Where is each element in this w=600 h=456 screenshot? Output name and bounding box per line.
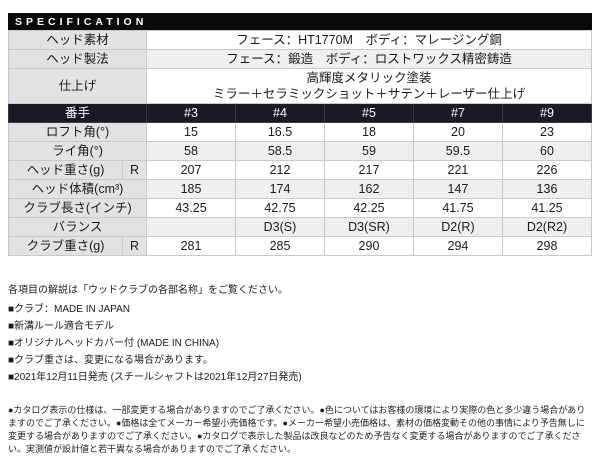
data-cell: 294 [412,236,503,256]
data-cell: 226 [501,160,593,180]
note-release-date: ■2021年12月11日発売 (スチールシャフトは2021年12月27日発売) [8,372,302,383]
finish-line-2: ミラー＋セラミックショット＋サテン＋レーザー仕上げ [212,87,526,101]
spec-row-construction: ヘッド製法 フェース：鍛造 ボディ：ロストワックス精密鋳造 [7,49,592,69]
club-number-cell: #7 [412,103,503,123]
data-cell: 59.5 [412,141,503,161]
note-headcover: ■オリジナルヘッドカバー付 (MADE IN CHINA) [8,338,220,349]
spec-row-finish: 仕上げ 高輝度メタリック塗装 ミラー＋セラミックショット＋サテン＋レーザー仕上げ [7,68,592,104]
row-label: クラブ長さ(インチ) [7,198,148,218]
data-cell: 221 [412,160,503,180]
club-number-cell: #4 [235,103,325,123]
data-cell: 43.25 [146,198,236,218]
data-cell: 16.5 [235,122,325,142]
data-cell: D3(SR) [323,217,414,237]
data-cell: 298 [501,236,593,256]
note-groove-rule: ■新溝ルール適合モデル [8,321,115,332]
section-header: SPECIFICATION [8,13,592,30]
data-cell: 23 [501,122,593,142]
data-cell: D3(S) [235,217,325,237]
spec-label: ヘッド製法 [7,49,148,69]
club-number-label: 番手 [7,103,148,123]
note-weight-change: ■クラブ重さは、変更になる場合があります。 [8,355,214,366]
data-cell: 58 [146,141,236,161]
data-cell [146,217,236,237]
data-cell: 58.5 [235,141,325,161]
shaft-flex-label: R [121,160,148,180]
data-cell: 15 [146,122,236,142]
data-cell: D2(R) [412,217,503,237]
shaft-flex-label: R [121,236,148,256]
data-cell: 20 [412,122,503,142]
table-row-loft: ロフト角(°) 15 16.5 18 20 23 [7,122,593,142]
data-cell: 136 [501,179,593,199]
data-cell: 207 [146,160,236,180]
row-label: ヘッド重さ(g) [8,160,123,180]
row-label: ライ角(°) [7,141,148,161]
spec-row-material: ヘッド素材 フェース：HT1770M ボディ：マレージング鋼 [7,30,592,50]
section-title: SPECIFICATION [15,16,148,28]
data-cell: 59 [323,141,414,161]
row-label: ロフト角(°) [7,122,148,142]
spec-value: フェース：HT1770M ボディ：マレージング鋼 [146,30,592,50]
row-label: バランス [7,217,148,237]
data-cell: 18 [323,122,414,142]
data-cell: 217 [323,160,414,180]
table-row-club-length: クラブ長さ(インチ) 43.25 42.75 42.25 41.75 41.25 [7,198,593,218]
data-cell: D2(R2) [501,217,593,237]
data-cell: 42.25 [323,198,414,218]
notes-section: 各項目の解説は「ウッドクラブの各部名称」をご覧ください。 ■クラブ：MADE I… [8,284,592,384]
club-number-cell: #5 [323,103,414,123]
data-cell: 42.75 [235,198,325,218]
finish-line-1: 高輝度メタリック塗装 [306,71,432,85]
data-cell: 41.75 [412,198,503,218]
row-label: クラブ重さ(g) [8,236,123,256]
club-number-cell: #3 [146,103,236,123]
spec-label: ヘッド素材 [7,30,148,50]
data-cell: 185 [146,179,236,199]
data-cell: 147 [412,179,503,199]
table-row-head-weight: ヘッド重さ(g) R 207 212 217 221 226 [8,160,593,180]
data-cell: 285 [235,236,325,256]
club-number-header-row: 番手 #3 #4 #5 #7 #9 [7,103,593,123]
data-cell: 281 [146,236,236,256]
row-label: ヘッド体積(cm³) [7,179,148,199]
data-cell: 60 [501,141,593,161]
data-cell: 41.25 [501,198,593,218]
disclaimer-text: ●カタログ表示の仕様は、一部変更する場合がありますのでご了承ください。●色につい… [8,405,586,454]
table-row-lie: ライ角(°) 58 58.5 59 59.5 60 [7,141,593,161]
note-made-in-japan: ■クラブ：MADE IN JAPAN [8,304,130,315]
spec-label: 仕上げ [7,68,148,104]
data-cell: 174 [235,179,325,199]
table-row-club-weight: クラブ重さ(g) R 281 285 290 294 298 [8,236,593,256]
data-cell: 290 [323,236,414,256]
spec-table: ヘッド素材 フェース：HT1770M ボディ：マレージング鋼 ヘッド製法 フェー… [7,30,593,256]
table-row-head-volume: ヘッド体積(cm³) 185 174 162 147 136 [7,179,593,199]
data-cell: 212 [235,160,325,180]
table-row-balance: バランス D3(S) D3(SR) D2(R) D2(R2) [7,217,593,237]
spec-value: 高輝度メタリック塗装 ミラー＋セラミックショット＋サテン＋レーザー仕上げ [146,68,592,104]
note-guide: 各項目の解説は「ウッドクラブの各部名称」をご覧ください。 [8,285,288,296]
data-cell: 162 [323,179,414,199]
spec-value: フェース：鍛造 ボディ：ロストワックス精密鋳造 [146,49,592,69]
club-number-cell: #9 [501,103,593,123]
